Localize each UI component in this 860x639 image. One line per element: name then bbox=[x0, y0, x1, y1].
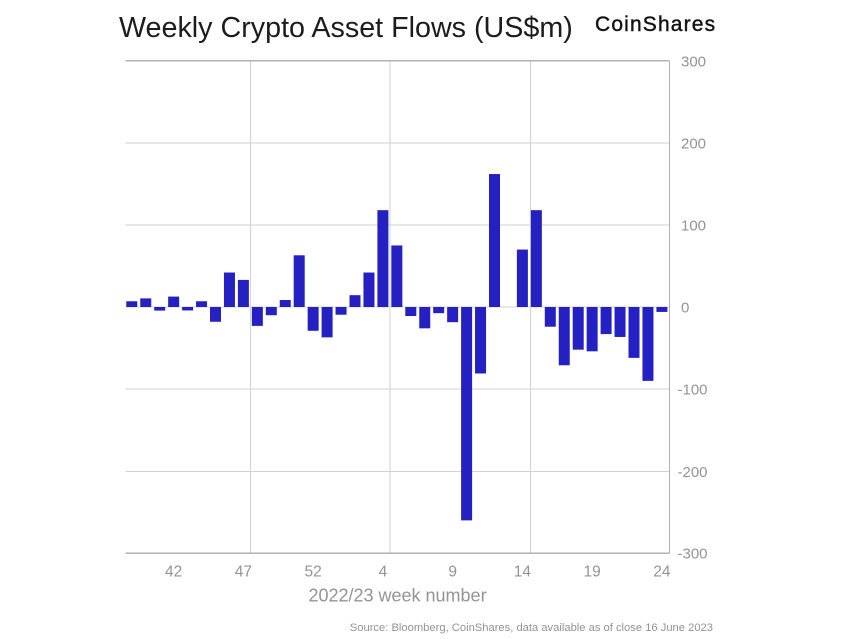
svg-text:47: 47 bbox=[235, 563, 252, 580]
svg-text:Source: Bloomberg, CoinShares,: Source: Bloomberg, CoinShares, data avai… bbox=[350, 622, 713, 634]
svg-text:42: 42 bbox=[165, 563, 182, 580]
svg-text:-100: -100 bbox=[678, 382, 708, 399]
svg-text:300: 300 bbox=[681, 53, 706, 70]
svg-text:52: 52 bbox=[305, 563, 322, 580]
svg-text:-200: -200 bbox=[678, 464, 708, 481]
svg-text:19: 19 bbox=[584, 563, 601, 580]
svg-text:4: 4 bbox=[379, 563, 388, 580]
svg-text:200: 200 bbox=[681, 135, 706, 152]
svg-text:14: 14 bbox=[514, 563, 532, 580]
svg-text:24: 24 bbox=[653, 563, 671, 580]
svg-text:100: 100 bbox=[681, 218, 706, 235]
svg-text:9: 9 bbox=[448, 563, 457, 580]
svg-text:2022/23 week number: 2022/23 week number bbox=[308, 585, 486, 605]
svg-text:0: 0 bbox=[681, 300, 689, 317]
svg-text:-300: -300 bbox=[678, 546, 708, 563]
